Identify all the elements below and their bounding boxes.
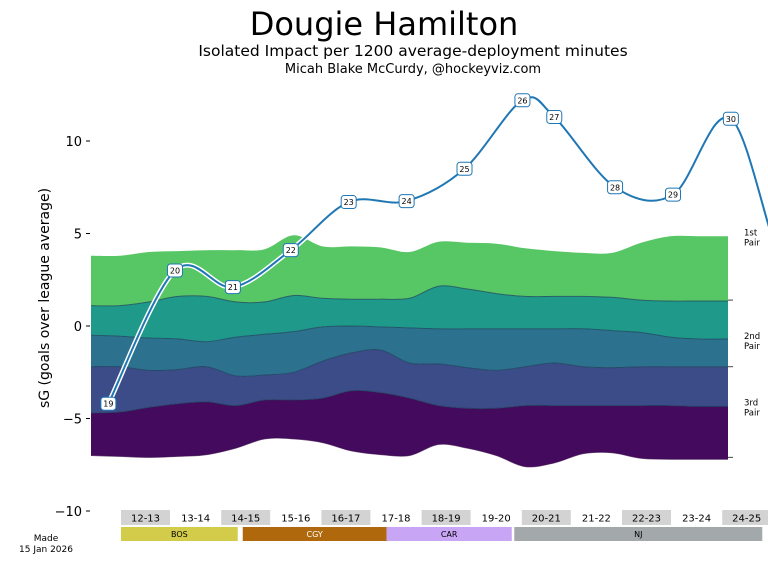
y-tick-label: −10 — [55, 505, 82, 520]
data-point-box — [514, 93, 531, 108]
data-point-20: 20 — [166, 263, 183, 278]
data-point-box — [224, 280, 241, 295]
band-boundary-0 — [90, 437, 728, 468]
data-point-label: 26 — [517, 96, 527, 105]
pair-label-2: 2nd Pair — [744, 332, 760, 352]
data-point-27: 27 — [546, 109, 563, 124]
pair-label-line: 2nd — [744, 332, 760, 342]
season-shade — [321, 510, 371, 525]
pair-label-line: Pair — [744, 409, 760, 419]
chart-subtitle: Isolated Impact per 1200 average-deploym… — [198, 42, 628, 60]
data-point-box — [100, 396, 117, 411]
season-label-17-18: 17-18 — [381, 514, 410, 525]
data-point-22: 22 — [282, 243, 299, 258]
y-axis-label: sG (goals over league average) — [37, 188, 53, 408]
team-bar-BOS — [121, 527, 238, 541]
y-tick-label: 10 — [65, 135, 82, 150]
team-bar-CAR — [386, 527, 512, 541]
impact-band-1 — [91, 390, 728, 467]
data-point-box — [340, 195, 357, 210]
data-point-label: 28 — [610, 183, 620, 192]
data-point-box — [166, 263, 183, 278]
pair-label-line: Pair — [744, 342, 760, 352]
season-label-19-20: 19-20 — [482, 514, 511, 525]
season-label-13-14: 13-14 — [181, 514, 210, 525]
pair-label-line: 3rd — [744, 399, 758, 409]
pair-label-line: Pair — [744, 238, 760, 248]
season-label-22-23: 22-23 — [632, 514, 661, 525]
chart-title: Dougie Hamilton — [249, 5, 519, 43]
team-label-CAR: CAR — [441, 530, 458, 539]
season-label-18-19: 18-19 — [432, 514, 461, 525]
data-point-label: 25 — [459, 165, 469, 174]
team-label-CGY: CGY — [306, 530, 322, 539]
impact-bands — [90, 235, 729, 468]
season-strip: 12-13 13-14 14-15 15-16 16-17 17-18 18-19 19-20… — [121, 510, 768, 525]
season-shade — [622, 510, 671, 525]
season-label-16-17: 16-17 — [331, 514, 360, 525]
made-date: 15 Jan 2026 — [19, 545, 73, 555]
data-point-label: 24 — [402, 197, 412, 206]
band-boundary-3 — [90, 325, 729, 343]
band-boundary-4 — [90, 285, 728, 307]
data-point-box — [398, 194, 415, 209]
data-point-label: 20 — [170, 267, 180, 276]
data-point-30: 30 — [722, 111, 739, 126]
season-label-24-25: 24-25 — [732, 514, 761, 525]
team-strip: BOS CGY CAR NJ — [121, 527, 763, 541]
pair-label-3: 3rd Pair — [744, 399, 760, 419]
team-label-NJ: NJ — [634, 530, 642, 539]
season-shade — [521, 510, 571, 525]
made-label: Made — [33, 534, 59, 544]
data-point-label: 29 — [668, 191, 678, 200]
pair-label-line: 1st — [744, 228, 758, 238]
team-bar-CGY — [242, 527, 387, 541]
data-point-box — [722, 111, 739, 126]
band-boundary-2 — [90, 349, 728, 377]
impact-band-4 — [91, 285, 728, 342]
data-point-label: 27 — [549, 113, 559, 122]
y-tick-label: 0 — [74, 320, 82, 335]
season-label-15-16: 15-16 — [281, 514, 310, 525]
season-label-21-22: 21-22 — [582, 514, 611, 525]
data-point-label: 30 — [726, 115, 736, 124]
impact-band-3 — [91, 326, 728, 377]
data-point-box — [282, 243, 299, 258]
season-label-20-21: 20-21 — [532, 514, 561, 525]
made-note: Made 15 Jan 2026 — [6, 534, 86, 556]
data-point-label: 19 — [103, 400, 113, 409]
data-point-box — [607, 180, 624, 195]
season-label-14-15: 14-15 — [231, 514, 260, 525]
data-point-23: 23 — [340, 195, 357, 210]
season-shade — [221, 510, 271, 525]
season-shade — [421, 510, 471, 525]
data-point-box — [664, 187, 681, 202]
pair-label-1: 1st Pair — [744, 228, 760, 248]
data-point-label: 22 — [286, 246, 296, 255]
data-point-label: 23 — [344, 198, 354, 207]
y-tick-label: 5 — [74, 228, 82, 243]
data-point-label: 21 — [228, 283, 238, 292]
data-point-box — [456, 161, 473, 176]
season-label-23-24: 23-24 — [682, 514, 711, 525]
data-point-29: 29 — [664, 187, 681, 202]
data-point-19: 19 — [100, 396, 117, 411]
data-point-26: 26 — [514, 93, 531, 108]
data-point-box — [546, 109, 563, 124]
team-bar-NJ — [514, 527, 763, 541]
impact-band-5 — [91, 235, 728, 306]
team-label-BOS: BOS — [171, 530, 188, 539]
impact-band-2 — [91, 349, 728, 413]
data-point-24: 24 — [398, 194, 415, 209]
season-label-12-13: 12-13 — [131, 514, 160, 525]
chart-byline: Micah Blake McCurdy, @hockeyviz.com — [284, 62, 542, 77]
band-boundary-1 — [90, 389, 729, 414]
season-shade — [121, 510, 170, 525]
data-point-25: 25 — [456, 161, 473, 176]
season-shade — [722, 510, 768, 525]
data-point-21: 21 — [224, 280, 241, 295]
y-tick-label: −5 — [63, 413, 82, 428]
data-point-28: 28 — [607, 180, 624, 195]
